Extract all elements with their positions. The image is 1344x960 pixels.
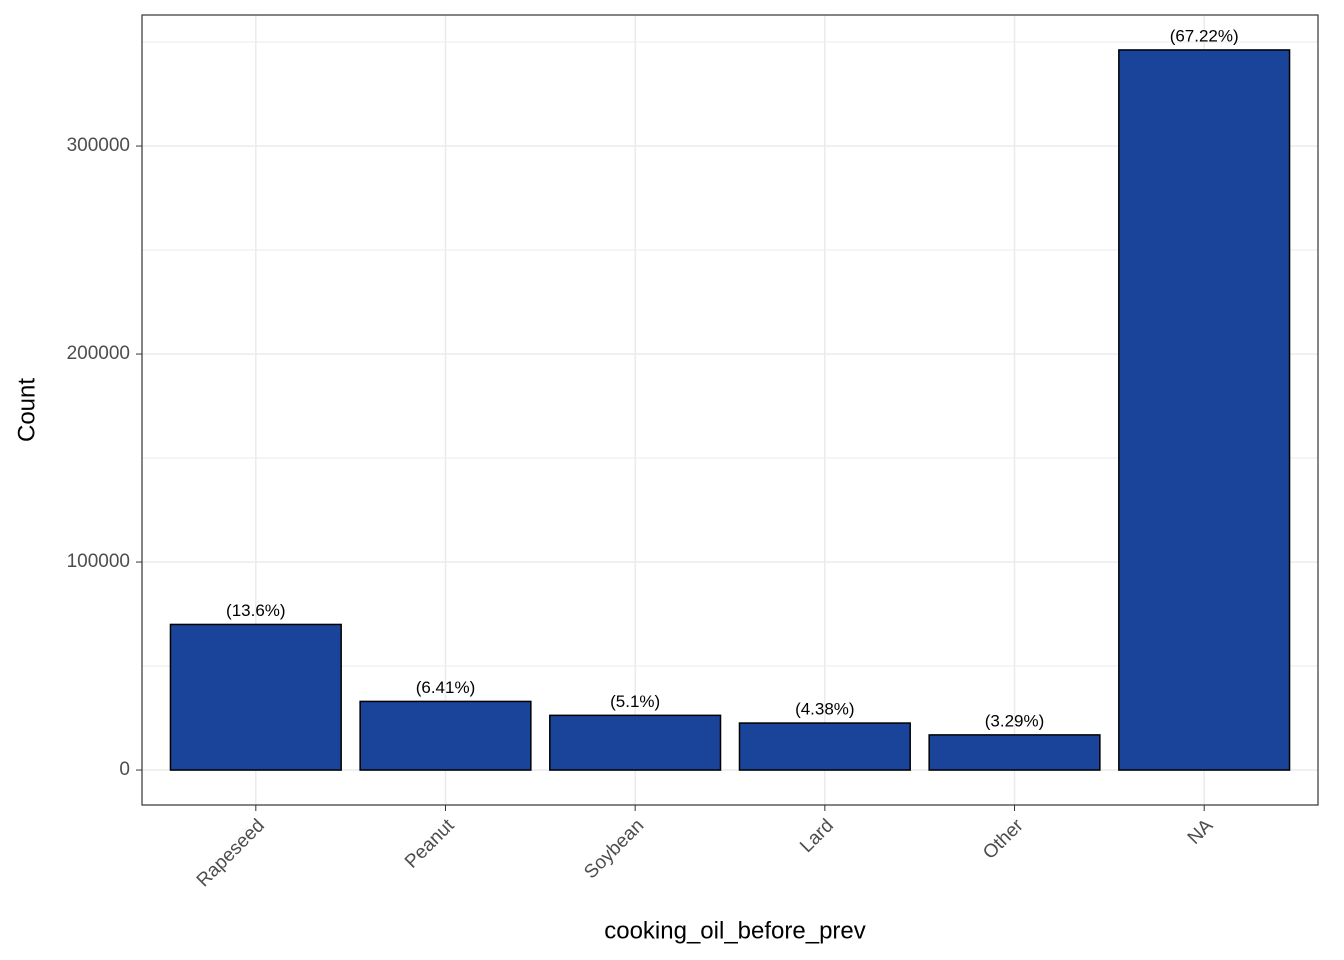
- bar-label: (4.38%): [795, 700, 855, 719]
- x-tick-label: Other: [979, 815, 1028, 864]
- bar-label: (67.22%): [1170, 26, 1239, 45]
- x-tick-label: Lard: [796, 815, 838, 857]
- bar-label: (6.41%): [416, 678, 476, 697]
- y-tick-label: 100000: [67, 551, 130, 572]
- bar: [928, 734, 1101, 771]
- bar-label: (3.29%): [985, 711, 1045, 730]
- y-tick-label: 200000: [67, 343, 130, 364]
- bar: [169, 623, 342, 771]
- y-tick-label: 0: [119, 759, 130, 780]
- y-tick-label: 300000: [67, 135, 130, 156]
- bar: [359, 700, 532, 771]
- x-axis-title: cooking_oil_before_prev: [604, 917, 866, 944]
- x-tick-label: Peanut: [401, 815, 459, 873]
- x-tick-label: NA: [1184, 815, 1218, 849]
- bar: [738, 722, 911, 771]
- bar: [549, 714, 722, 771]
- x-tick-label: Rapeseed: [193, 815, 269, 891]
- bar: [1118, 49, 1291, 771]
- bar-label: (13.6%): [226, 601, 286, 620]
- x-tick-label: Soybean: [580, 815, 648, 883]
- panel-border: [141, 14, 1319, 806]
- bar-label: (5.1%): [610, 692, 660, 711]
- y-axis-title: Count: [13, 378, 40, 442]
